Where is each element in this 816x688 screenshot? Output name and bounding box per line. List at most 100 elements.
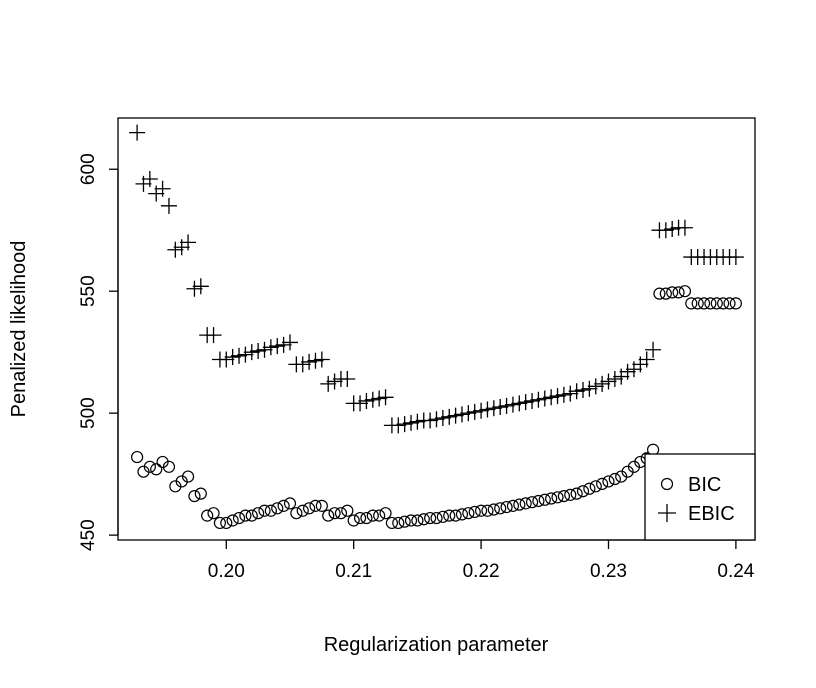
bic-point bbox=[194, 487, 207, 500]
bic-point bbox=[303, 502, 316, 515]
ebic-point bbox=[549, 388, 566, 405]
bic-point bbox=[296, 504, 309, 517]
bic-point bbox=[271, 502, 284, 515]
legend-box bbox=[644, 453, 756, 541]
bic-point bbox=[443, 509, 456, 522]
ebic-point bbox=[613, 368, 630, 385]
bic-point bbox=[385, 516, 399, 530]
ebic-point bbox=[453, 406, 470, 423]
bic-point bbox=[181, 470, 195, 483]
bic-point bbox=[678, 285, 692, 298]
ebic-point bbox=[498, 397, 515, 414]
ebic-point bbox=[511, 395, 528, 412]
ebic-point bbox=[422, 412, 439, 429]
bic-point bbox=[704, 297, 717, 310]
ebic-point bbox=[638, 351, 655, 368]
bic-point bbox=[697, 297, 711, 310]
ebic-point bbox=[243, 344, 260, 361]
ebic-point bbox=[575, 381, 592, 398]
ebic-point bbox=[555, 386, 572, 403]
legend-plus-marker bbox=[658, 504, 676, 522]
ebic-point bbox=[428, 411, 445, 428]
ebic-point bbox=[135, 175, 152, 192]
ebic-point bbox=[371, 390, 388, 407]
ebic-point bbox=[320, 375, 337, 392]
ebic-point bbox=[485, 400, 502, 417]
bic-point bbox=[379, 507, 392, 520]
ebic-point bbox=[250, 342, 267, 359]
ebic-point bbox=[594, 375, 611, 392]
bic-point bbox=[188, 489, 201, 503]
bic-point bbox=[468, 505, 481, 519]
ebic-point bbox=[632, 356, 649, 373]
x-tick-label: 0.20 bbox=[208, 561, 245, 582]
ebic-point bbox=[237, 346, 254, 363]
ebic-point bbox=[447, 407, 464, 424]
bic-point bbox=[723, 297, 736, 310]
bic-point bbox=[277, 499, 290, 512]
ebic-point bbox=[294, 356, 311, 373]
legend-label-bic: BIC bbox=[688, 474, 721, 496]
bic-point bbox=[462, 507, 475, 520]
bic-point bbox=[315, 499, 328, 512]
bic-point bbox=[532, 494, 545, 508]
bic-point bbox=[404, 514, 418, 527]
ebic-point bbox=[326, 373, 343, 390]
bic-point bbox=[392, 516, 405, 530]
ebic-point bbox=[364, 391, 381, 408]
ebic-point bbox=[517, 394, 534, 411]
ebic-point bbox=[313, 351, 330, 368]
x-axis: 0.20 0.21 0.22 0.23 0.24 bbox=[208, 539, 755, 582]
bic-point bbox=[334, 507, 348, 520]
bic-point bbox=[500, 500, 513, 514]
ebic-point bbox=[358, 392, 375, 409]
y-axis-title: Penalized likelihood bbox=[8, 241, 30, 418]
bic-point bbox=[347, 514, 360, 527]
x-tick-label: 0.24 bbox=[717, 561, 754, 582]
bic-point bbox=[283, 497, 297, 510]
ebic-point bbox=[645, 341, 662, 358]
ebic-point bbox=[352, 395, 369, 412]
ebic-point bbox=[148, 185, 165, 202]
legend-label-ebic: EBIC bbox=[688, 503, 735, 525]
ebic-point bbox=[460, 405, 477, 422]
ebic-point bbox=[727, 249, 744, 266]
ebic-point bbox=[231, 347, 248, 364]
bic-point bbox=[506, 499, 520, 512]
ebic-point bbox=[396, 416, 413, 433]
bic-point bbox=[710, 297, 723, 310]
bic-point bbox=[685, 297, 698, 310]
bic-point bbox=[596, 477, 609, 490]
ebic-point bbox=[676, 219, 693, 236]
ebic-point bbox=[167, 241, 184, 258]
ebic-point bbox=[301, 353, 318, 370]
bic-point bbox=[570, 487, 583, 500]
bic-point bbox=[481, 504, 494, 517]
ebic-point bbox=[129, 124, 146, 141]
bic-point bbox=[424, 511, 437, 525]
bic-point bbox=[398, 515, 411, 528]
bic-point bbox=[290, 507, 303, 520]
bic-point bbox=[226, 514, 239, 527]
ebic-point bbox=[403, 414, 420, 431]
ebic-point bbox=[256, 341, 273, 358]
legend-circle-marker bbox=[660, 477, 674, 491]
x-axis-title: Regularization parameter bbox=[324, 634, 549, 656]
y-tick-label: 450 bbox=[78, 519, 99, 551]
ebic-point bbox=[409, 413, 426, 430]
bic-point bbox=[239, 509, 252, 522]
y-axis: 450 500 550 600 bbox=[78, 153, 119, 551]
bic-point bbox=[564, 488, 577, 501]
ebic-point bbox=[568, 383, 585, 400]
bic-point bbox=[455, 508, 469, 521]
bic-point bbox=[309, 499, 322, 512]
bic-point bbox=[366, 509, 379, 522]
bic-point bbox=[602, 475, 615, 488]
ebic-point bbox=[218, 351, 235, 368]
bic-point bbox=[373, 509, 386, 522]
ebic-point bbox=[619, 363, 636, 380]
ebic-point bbox=[192, 278, 209, 295]
ebic-point bbox=[180, 234, 197, 251]
bic-point bbox=[538, 493, 551, 506]
bic-point bbox=[545, 492, 558, 505]
